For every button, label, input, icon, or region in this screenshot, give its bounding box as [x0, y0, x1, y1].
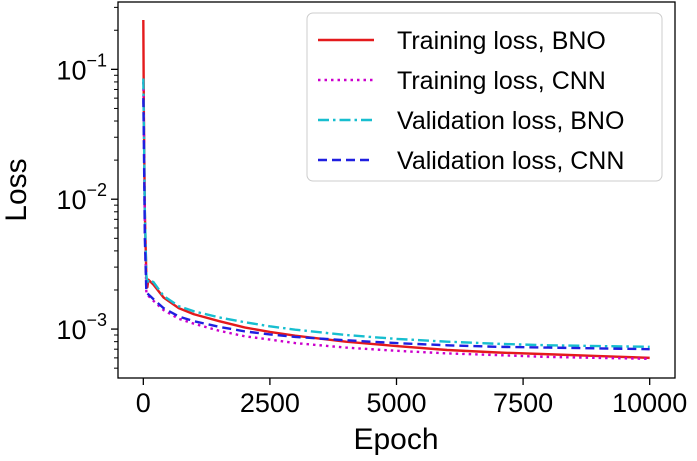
series-line-2 [142, 81, 650, 361]
x-tick-label: 2500 [240, 388, 300, 418]
series-line-3 [142, 78, 650, 349]
x-tick-label: 10000 [612, 388, 687, 418]
legend-label-2: Training loss, CNN [397, 67, 606, 95]
x-tick-label: 7500 [493, 388, 553, 418]
x-axis: 0 2500 5000 7500 10000 [136, 378, 687, 418]
x-axis-label: Epoch [353, 423, 438, 456]
y-tick-label: 10−1 [56, 50, 107, 85]
y-axis-label: Loss [0, 158, 33, 221]
legend: Training loss, BNO Training loss, CNN Vali… [306, 12, 663, 182]
legend-label-3: Validation loss, BNO [397, 107, 624, 135]
x-tick-label: 0 [136, 388, 151, 418]
legend-label-1: Training loss, BNO [397, 27, 606, 55]
series-line-4 [142, 98, 650, 351]
legend-box [306, 12, 663, 182]
y-axis: 10−1 10−2 10−3 [56, 6, 118, 369]
legend-items: Training loss, BNO Training loss, CNN Vali… [318, 27, 624, 175]
legend-label-4: Validation loss, CNN [397, 147, 624, 175]
y-tick-label: 10−2 [56, 180, 107, 215]
x-tick-label: 5000 [366, 388, 426, 418]
series-layer [142, 19, 650, 361]
y-tick-label: 10−3 [56, 310, 107, 345]
